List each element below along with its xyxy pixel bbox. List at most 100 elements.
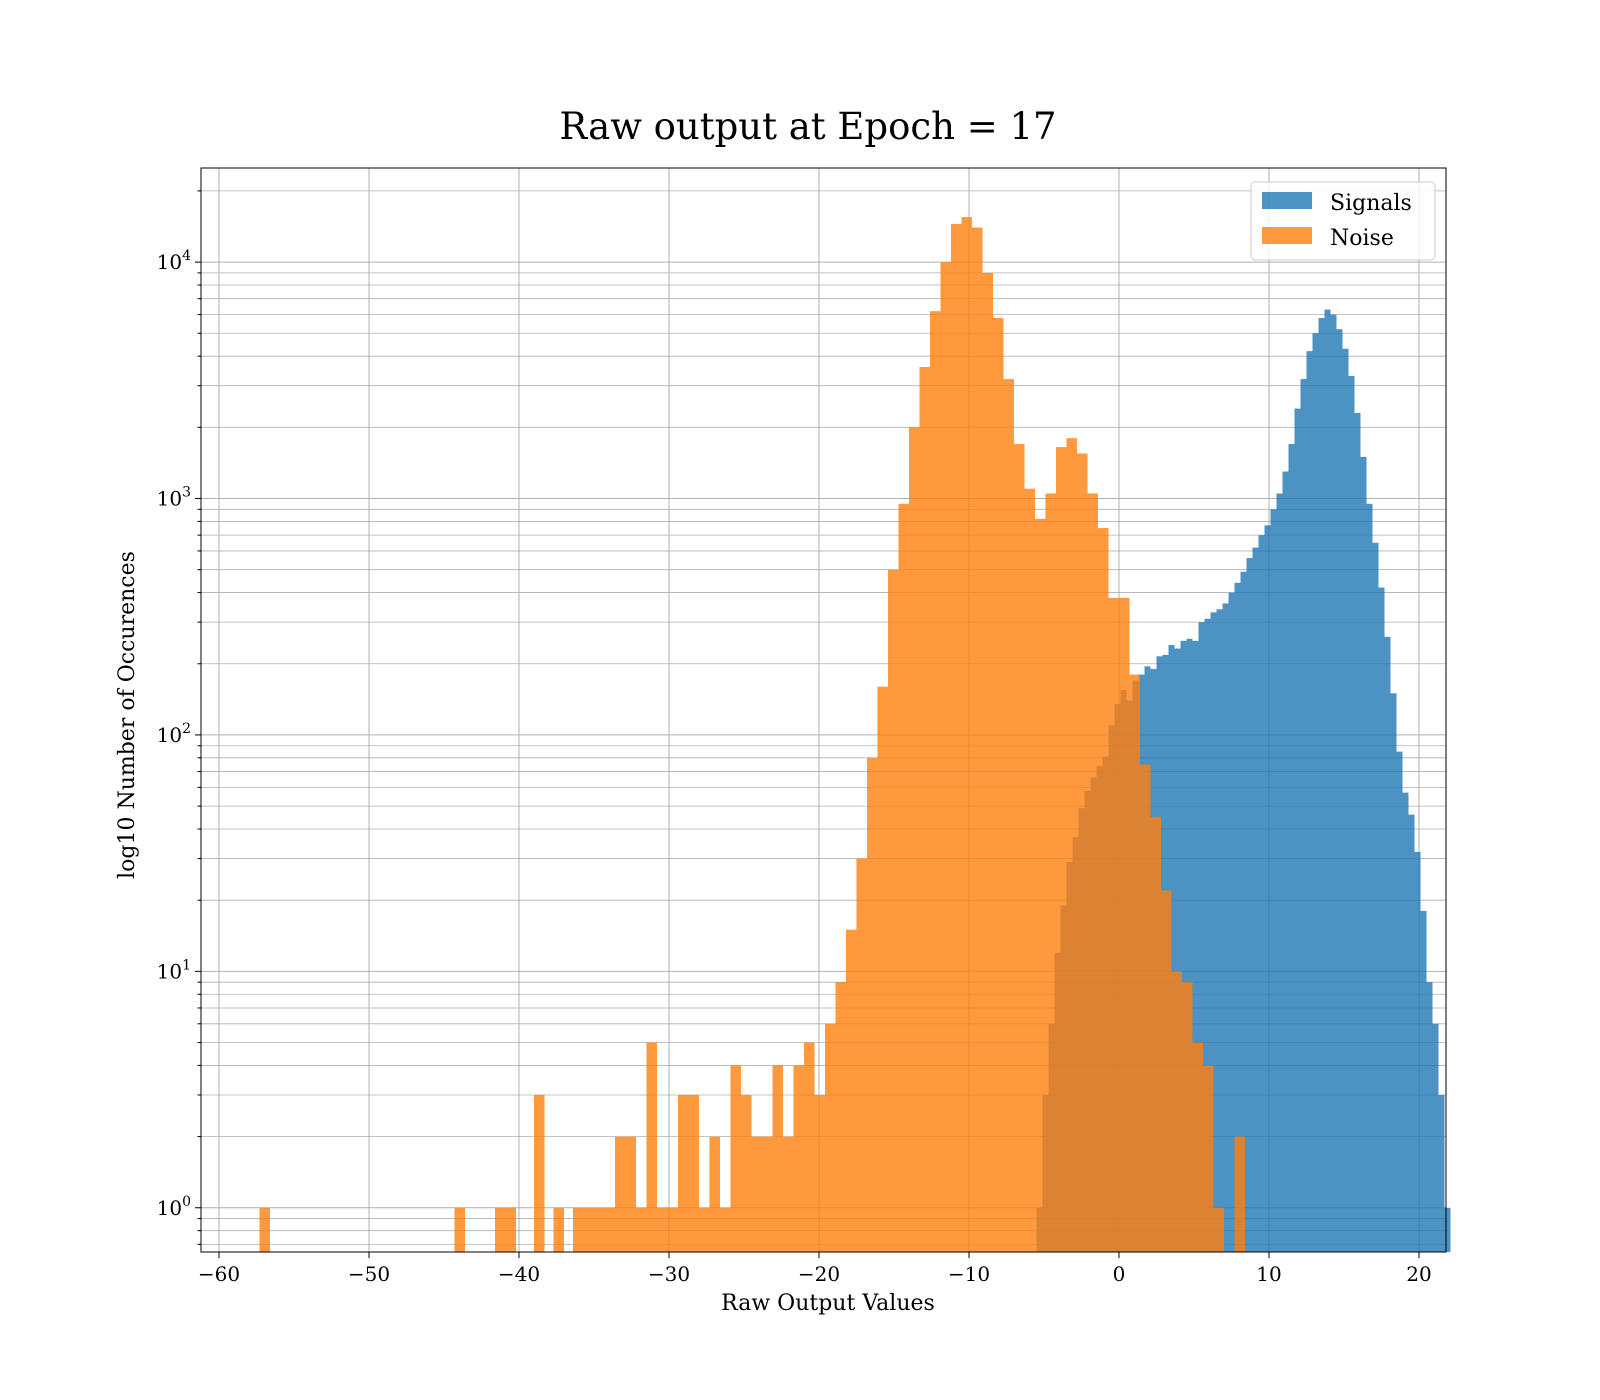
histogram-bar [1426,982,1433,1252]
histogram-bar [1210,612,1217,1252]
histogram-bar [1066,438,1077,1252]
histogram-bar [1414,851,1421,1252]
x-tick-label: −10 [948,1262,990,1286]
histogram-bar [678,1094,689,1252]
histogram-bar [1402,792,1409,1252]
histogram-bar [919,366,930,1252]
y-tick-label: 100 [157,1194,191,1220]
histogram-bar [657,1207,668,1252]
histogram-bar [1056,447,1067,1253]
histogram-bar [1420,910,1427,1252]
histogram-bar [1282,471,1289,1253]
histogram-bar [1228,592,1235,1252]
histogram-bar [1294,408,1301,1252]
histogram-bar [454,1207,465,1252]
histogram-bar [846,929,857,1252]
histogram-bar [804,1042,815,1252]
histogram-bar [741,1094,752,1252]
histogram-bar [1258,535,1265,1252]
histogram-bar [1234,1136,1245,1252]
histogram-bar [1270,509,1277,1252]
histogram-bar [1300,379,1307,1253]
histogram-bar [1174,648,1181,1252]
histogram-bar [1024,488,1035,1252]
x-tick-label: 0 [1113,1262,1126,1286]
histogram-bar [1140,764,1151,1252]
histogram-bar [1216,609,1223,1252]
histogram-bar [625,1136,636,1252]
legend-swatch-noise [1262,227,1312,244]
histogram-bar [1432,1023,1439,1252]
histogram-bar [505,1207,516,1252]
histogram-bar [1240,571,1247,1252]
histogram-bar [534,1094,545,1252]
y-tick-label: 104 [157,248,191,274]
chart-title: Raw output at Epoch = 17 [559,105,1056,148]
histogram-bar [636,1207,647,1252]
histogram-bar [793,1065,804,1252]
histogram-bar [1252,547,1259,1252]
histogram-bar [1213,1207,1224,1252]
histogram-bar [814,1094,825,1252]
histogram-bar [1035,518,1046,1252]
histogram-bar [1444,1207,1451,1252]
histogram-bar [615,1136,626,1252]
histogram-bar [1119,597,1130,1252]
histogram-bar [1180,640,1187,1252]
histogram-bar [1372,542,1379,1252]
histogram-bar [1318,318,1325,1252]
histogram-bar [972,227,983,1253]
histogram-bar [1246,558,1253,1252]
histogram-bar [604,1207,615,1252]
histogram-bar [1003,379,1014,1253]
histogram-bar [909,427,920,1252]
histogram-bar [1366,503,1373,1253]
histogram-bar [1198,622,1205,1252]
histogram-bar [646,1042,657,1252]
x-tick-label: 10 [1256,1262,1281,1286]
histogram-bars [259,217,1451,1253]
histogram-bar [1108,597,1119,1252]
histogram-bar [1348,375,1355,1253]
y-tick-label: 102 [157,721,191,747]
y-tick-label: 101 [157,957,191,983]
histogram-bar [751,1136,762,1252]
histogram-bar [1182,982,1193,1252]
legend-swatch-signals [1262,192,1312,209]
histogram-bar [835,982,846,1252]
histogram-bar [1336,329,1343,1252]
histogram-bar [825,1023,836,1252]
histogram-bar [1192,640,1199,1252]
histogram-bar [1438,1094,1445,1252]
histogram-bar [1396,751,1403,1252]
histogram-bar [553,1207,564,1252]
histogram-bar [699,1207,710,1252]
histogram-bar [1408,814,1415,1252]
histogram-bar [982,272,993,1252]
histogram-bar [1306,351,1313,1253]
histogram-bar [667,1207,678,1252]
histogram-bar [898,503,909,1253]
histogram-bar [1186,638,1193,1252]
histogram-bar [940,262,951,1252]
x-tick-label: 20 [1406,1262,1431,1286]
histogram-bar [1192,1042,1203,1252]
histogram-bar [1288,444,1295,1253]
histogram-bar [720,1207,731,1252]
histogram-bar [1150,816,1161,1252]
x-tick-label: −60 [198,1262,240,1286]
legend: Signals Noise [1250,181,1436,261]
histogram-bar [1354,412,1361,1252]
histogram-bar [1203,1065,1214,1252]
histogram-bar [1264,525,1271,1252]
histogram-bar [1312,333,1319,1252]
legend-label-signals: Signals [1330,191,1412,216]
histogram-bar [495,1207,506,1252]
histogram-bar [856,858,867,1252]
x-tick-label: −40 [498,1262,540,1286]
axis-ticks: −60 −50 −40 −30 −20 −10 0 10 20 100 101 102 103 104 [157,190,1432,1286]
histogram-bar [259,1207,270,1252]
histogram-bar [772,1065,783,1252]
histogram-bar [951,223,962,1252]
histogram-bar [783,1136,794,1252]
